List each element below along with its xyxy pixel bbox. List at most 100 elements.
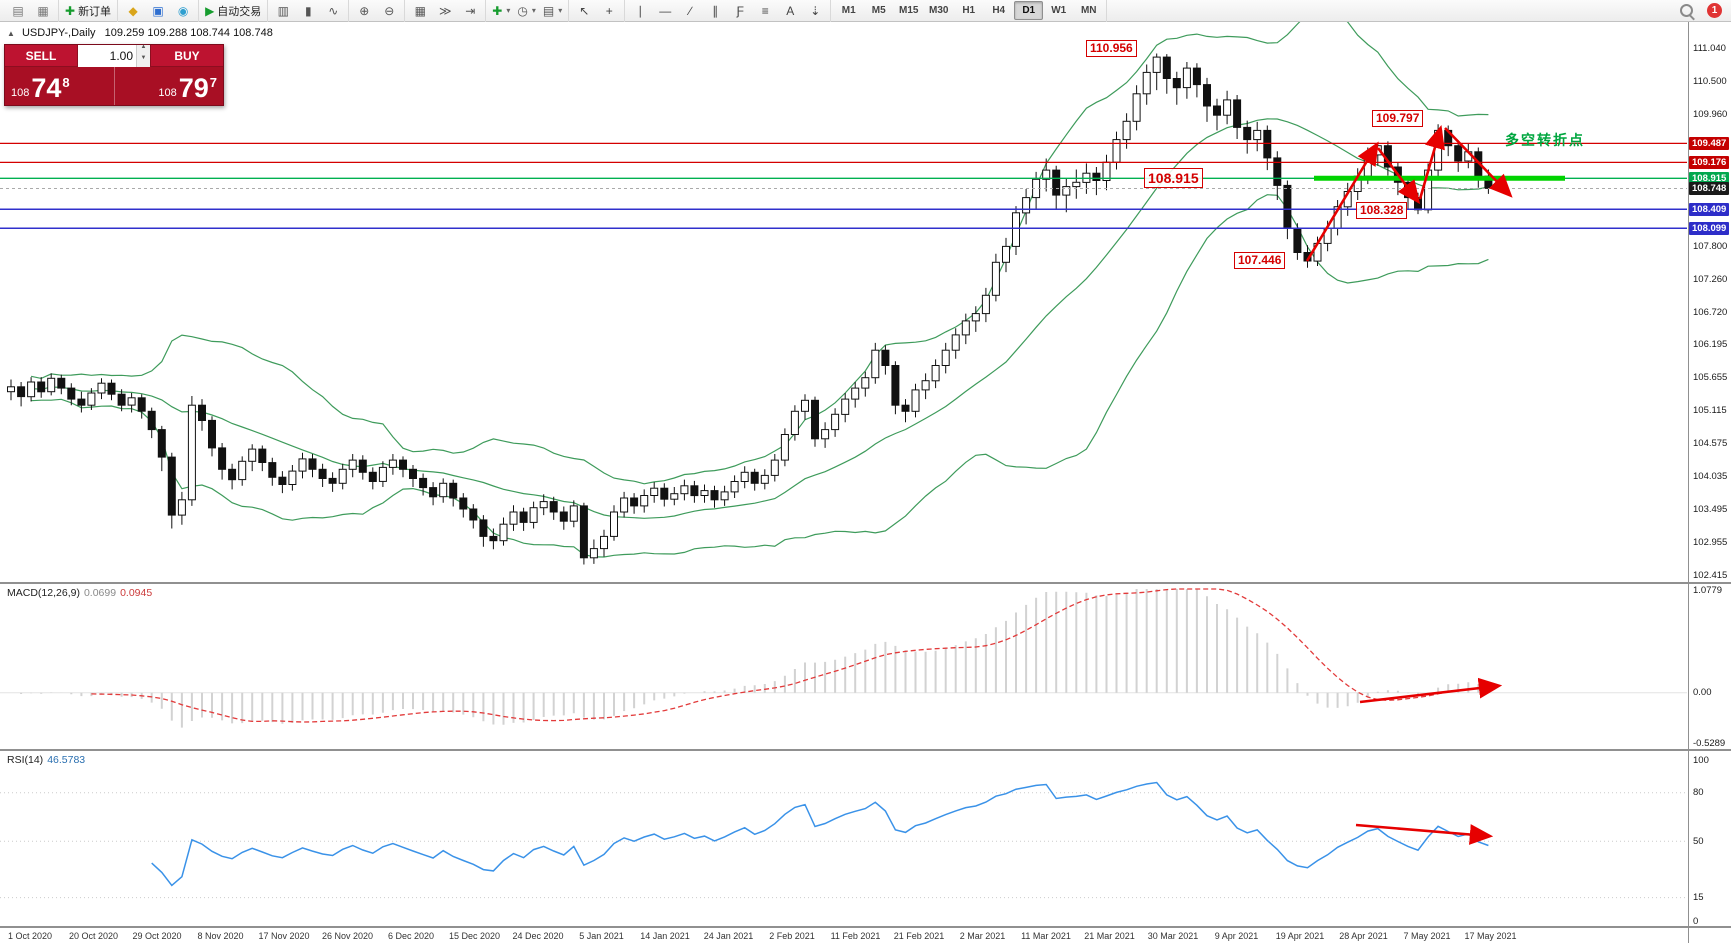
algo-trading-icon: ▶: [205, 3, 215, 18]
price-tick: 102.415: [1693, 569, 1728, 581]
metaeditor-button[interactable]: ◆: [121, 1, 145, 21]
price-level-badge: 108.748: [1689, 182, 1730, 195]
rsi-panel-separator[interactable]: [0, 749, 1731, 752]
price-tick: 110.500: [1693, 76, 1727, 88]
price-annotation[interactable]: 110.956: [1086, 40, 1137, 57]
chart-header: ▲ USDJPY-,Daily 109.259 109.288 108.744 …: [7, 27, 273, 39]
timeframe-m5-button[interactable]: M5: [871, 5, 886, 16]
price-tick: 105.655: [1693, 371, 1728, 383]
trendline-tool-button[interactable]: ∕: [678, 1, 702, 21]
price-annotation[interactable]: 109.797: [1372, 110, 1424, 127]
macd-name: MACD(12,26,9): [7, 587, 80, 599]
vertical-line-tool-button[interactable]: ∣: [628, 1, 652, 21]
indicators-add-button[interactable]: ✚ ▾: [489, 1, 513, 21]
chart-area[interactable]: [0, 22, 1687, 582]
timeframe-m1-button[interactable]: M1: [841, 5, 856, 16]
cursor-button[interactable]: ↖: [572, 1, 596, 21]
timeframe-d1-button[interactable]: D1: [1014, 1, 1044, 20]
arrows-tool-button[interactable]: ⇣: [803, 1, 827, 21]
toolbar-group-layout: ▦ ≫ ⇥: [405, 0, 487, 22]
algo-trading-button[interactable]: ▶ 自动交易: [202, 1, 264, 21]
time-label: 30 Mar 2021: [1147, 931, 1199, 941]
timeframe-m15-button[interactable]: M15: [899, 5, 919, 16]
shapes-tool-button[interactable]: ≡: [753, 1, 777, 21]
algo-trading-label: 自动交易: [217, 5, 262, 18]
chart-profiles-icon: ▦: [37, 3, 49, 18]
bid-price[interactable]: 108 74 8: [5, 67, 114, 105]
channel-tool-button[interactable]: ∥: [703, 1, 727, 21]
ask-price[interactable]: 108 79 7: [113, 67, 224, 105]
zoom-in-button[interactable]: ⊕: [352, 1, 376, 21]
time-label: 7 May 2021: [1403, 931, 1451, 941]
volume-value[interactable]: 1.00: [109, 49, 133, 63]
fibonacci-tool-button[interactable]: Ƒ: [728, 1, 752, 21]
price-annotation[interactable]: 108.328: [1356, 202, 1408, 219]
price-tick: 104.575: [1693, 437, 1728, 449]
timeframe-mn-button[interactable]: MN: [1080, 5, 1097, 16]
fibonacci-tool-icon: Ƒ: [736, 3, 744, 18]
time-label: 2 Feb 2021: [769, 931, 815, 941]
timeframe-h1-button[interactable]: H1: [962, 5, 976, 16]
indicators-add-icon: ✚: [492, 3, 503, 18]
templates-button[interactable]: ▤ ▾: [540, 1, 565, 21]
chart-shift-icon: ⇥: [465, 3, 476, 18]
ask-pip-digit: 7: [209, 75, 217, 90]
one-click-toggle-icon[interactable]: ▲: [7, 29, 15, 38]
time-label: 11 Mar 2021: [1021, 931, 1071, 941]
new-order-icon: ✚: [65, 3, 76, 18]
time-label: 1 Oct 2020: [7, 931, 53, 941]
buy-button[interactable]: BUY: [151, 45, 223, 67]
periods-dropdown-icon[interactable]: ▾: [531, 6, 536, 15]
volume-spinner[interactable]: ▲ ▼: [136, 44, 150, 67]
templates-dropdown-icon[interactable]: ▾: [558, 6, 563, 15]
auto-scroll-button[interactable]: ≫: [433, 1, 457, 21]
zoom-in-icon: ⊕: [359, 3, 370, 18]
rsi-label: RSI(14) 46.5783: [7, 754, 85, 766]
toolbar-group-trade: ✚ 新订单: [59, 0, 119, 22]
rsi-name: RSI(14): [7, 754, 44, 766]
strategy-tester-button[interactable]: ◉: [171, 1, 195, 21]
price-tick: 109.960: [1693, 109, 1728, 120]
time-axis-separator: [0, 926, 1731, 929]
ask-big-digits: 79: [178, 73, 209, 103]
macd-panel-separator[interactable]: [0, 582, 1731, 585]
search-icon[interactable]: [1680, 4, 1693, 17]
chart-shift-button[interactable]: ⇥: [458, 1, 482, 21]
zoom-out-button[interactable]: ⊖: [377, 1, 401, 21]
price-tick: 103.495: [1693, 503, 1728, 515]
chinese-note[interactable]: 多空转折点: [1505, 132, 1585, 148]
volume-stepper[interactable]: 1.00 ▲ ▼: [77, 44, 151, 67]
toolbar-group-apps: ◆ ▣ ◉: [118, 0, 200, 22]
bar-chart-type-button[interactable]: ▥: [271, 1, 295, 21]
periods-button[interactable]: ◷ ▾: [514, 1, 539, 21]
timeframe-m30-button[interactable]: M30: [929, 5, 949, 16]
timeframe-w1-button[interactable]: W1: [1051, 5, 1067, 16]
crosshair-button[interactable]: +: [597, 1, 621, 21]
ask-prefix: 108: [158, 87, 177, 99]
chart-profiles-button[interactable]: ▦: [31, 1, 55, 21]
tile-windows-button[interactable]: ▦: [408, 1, 432, 21]
market-watch-button[interactable]: ▣: [146, 1, 170, 21]
new-chart-button[interactable]: ▤: [6, 1, 30, 21]
line-chart-type-button[interactable]: ∿: [321, 1, 345, 21]
horizontal-line-tool-button[interactable]: —: [653, 1, 677, 21]
strategy-tester-icon: ◉: [177, 3, 189, 18]
sell-button[interactable]: SELL: [5, 45, 77, 67]
price-annotation[interactable]: 108.915: [1144, 168, 1203, 188]
candlestick-type-button[interactable]: ▮: [296, 1, 320, 21]
timeframe-h4-button[interactable]: H4: [992, 5, 1006, 16]
macd-label: MACD(12,26,9) 0.0699 0.0945: [7, 587, 152, 599]
price-annotation[interactable]: 107.446: [1234, 252, 1286, 269]
rsi-tick: 100: [1693, 755, 1709, 767]
text-tool-button[interactable]: A: [778, 1, 802, 21]
indicators-add-dropdown-icon[interactable]: ▾: [506, 6, 511, 15]
channel-tool-icon: ∥: [712, 3, 719, 18]
toolbar: ▤ ▦ ✚ 新订单 ◆ ▣ ◉ ▶ 自动交易 ▥ ▮ ∿ ⊕ ⊖ ▦ ≫ ⇥ ✚ ▾ ◷ ▾ ▤ ▾ ↖ + ∣ — ∕ ∥ Ƒ ≡ A ⇣ M…: [0, 0, 1731, 22]
shapes-tool-icon: ≡: [761, 3, 769, 18]
toolbar-group-chart-type: ▥ ▮ ∿: [268, 0, 350, 22]
notification-badge[interactable]: 1: [1707, 3, 1722, 18]
volume-down-icon[interactable]: ▼: [137, 55, 150, 67]
new-order-button[interactable]: ✚ 新订单: [62, 1, 114, 21]
time-label: 17 Nov 2020: [258, 931, 310, 941]
rsi-tick: 15: [1693, 892, 1704, 904]
